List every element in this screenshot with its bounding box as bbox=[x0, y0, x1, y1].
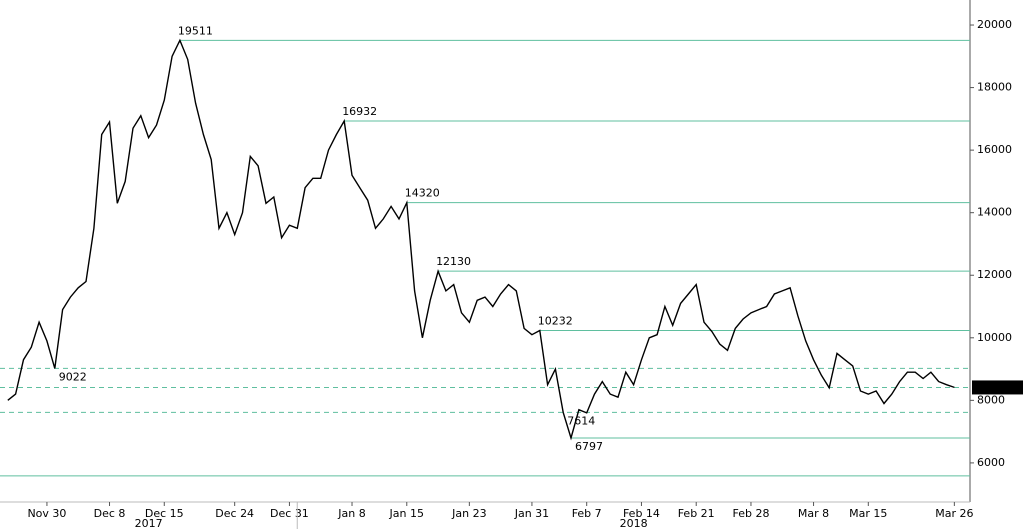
level-label: 16932 bbox=[342, 105, 377, 118]
x-tick-label: Dec 15 bbox=[145, 507, 184, 520]
x-tick-label: Mar 15 bbox=[849, 507, 887, 520]
last-price-tag bbox=[972, 380, 1023, 395]
level-label: 10232 bbox=[538, 315, 573, 328]
level-label: 14320 bbox=[405, 187, 440, 200]
y-tick-label: 8000 bbox=[977, 393, 1005, 406]
x-tick-label: Feb 14 bbox=[623, 507, 660, 520]
x-tick-label: Dec 8 bbox=[94, 507, 126, 520]
x-tick-label: Mar 26 bbox=[935, 507, 973, 520]
y-tick-label: 18000 bbox=[977, 81, 1012, 94]
y-tick-label: 16000 bbox=[977, 143, 1012, 156]
level-label: 7614 bbox=[567, 414, 595, 427]
y-tick-label: 10000 bbox=[977, 331, 1012, 344]
level-label: 19511 bbox=[178, 24, 213, 37]
x-tick-label: Feb 21 bbox=[678, 507, 715, 520]
x-tick-label: Nov 30 bbox=[27, 507, 66, 520]
x-tick-label: Mar 8 bbox=[798, 507, 829, 520]
y-tick-label: 20000 bbox=[977, 18, 1012, 31]
x-tick-label: Dec 24 bbox=[215, 507, 254, 520]
x-tick-label: Jan 31 bbox=[514, 507, 549, 520]
x-tick-label: Feb 28 bbox=[732, 507, 769, 520]
x-tick-label: Jan 23 bbox=[451, 507, 486, 520]
y-tick-label: 6000 bbox=[977, 456, 1005, 469]
year-label: 2018 bbox=[620, 517, 648, 529]
level-label: 9022 bbox=[59, 370, 87, 383]
level-label: 12130 bbox=[436, 255, 471, 268]
last-price-label: 8412.5508 bbox=[975, 380, 1023, 393]
x-tick-label: Jan 15 bbox=[389, 507, 424, 520]
year-label: 2017 bbox=[135, 517, 163, 529]
price-line bbox=[7, 38, 955, 441]
x-tick-label: Dec 31 bbox=[270, 507, 309, 520]
level-label: 6797 bbox=[575, 440, 603, 453]
y-tick-label: 12000 bbox=[977, 268, 1012, 281]
x-tick-label: Feb 7 bbox=[572, 507, 602, 520]
x-tick-label: Jan 8 bbox=[337, 507, 365, 520]
y-tick-label: 14000 bbox=[977, 206, 1012, 219]
